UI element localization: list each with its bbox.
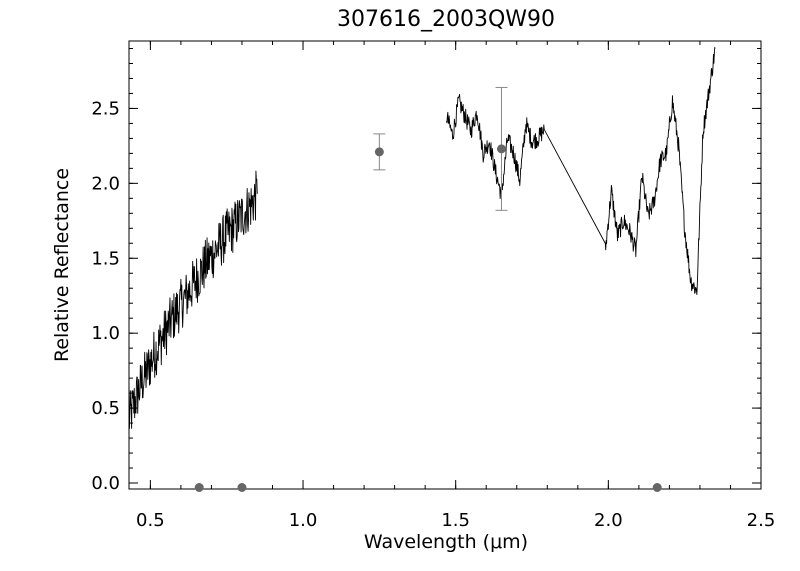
y-tick-label-3: 1.5 [91,248,120,269]
x-tick-label-1: 1.0 [289,510,318,531]
data-point-0 [194,483,204,493]
data-point-3 [496,144,506,154]
photometry-points [194,86,662,493]
x-axis: 0.5 1.0 1.5 2.0 2.5 [136,41,775,531]
data-point-1 [237,483,247,493]
chart-title: 307616_2003QW90 [337,7,555,32]
spectrum-lines [128,47,716,430]
x-tick-label-3: 2.0 [594,510,623,531]
y-tick-label-0: 0.0 [91,473,120,494]
y-axis-label: Relative Reflectance [51,168,73,362]
data-point-4 [652,483,662,493]
x-tick-label-0: 0.5 [136,510,165,531]
x-axis-label: Wavelength (μm) [364,531,528,553]
x-tick-label-4: 2.5 [747,510,776,531]
y-tick-label-4: 2.0 [91,173,120,194]
spectrum-segment-1 [446,47,716,295]
data-point-2 [374,147,384,157]
y-tick-label-5: 2.5 [91,98,120,119]
y-axis: 0.0 0.5 1.0 1.5 2.0 2.5 [91,47,761,494]
y-tick-label-1: 0.5 [91,398,120,419]
x-tick-label-2: 1.5 [441,510,470,531]
spectrum-segment-0 [128,170,258,430]
y-tick-label-2: 1.0 [91,323,120,344]
plot-frame [128,40,762,490]
